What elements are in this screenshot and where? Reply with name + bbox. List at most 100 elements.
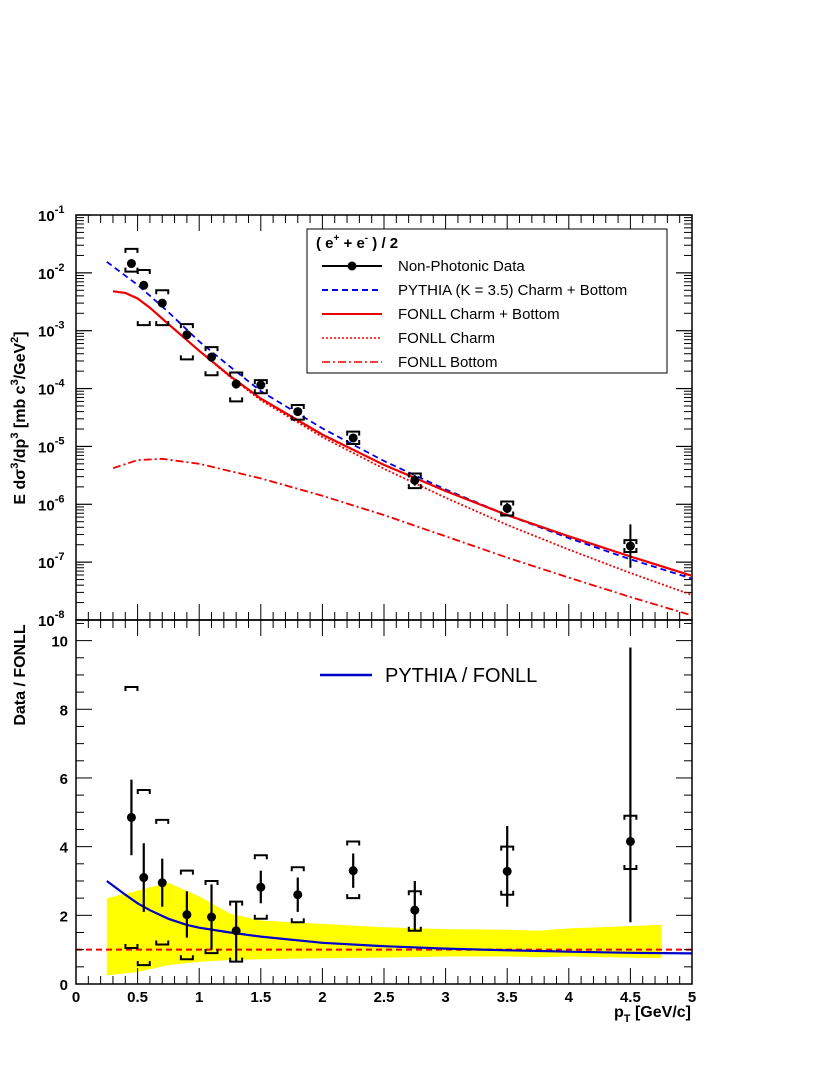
top-data-point	[139, 280, 149, 290]
bottom-sys-error-bracket	[204, 949, 219, 955]
bottom-data-point	[625, 836, 635, 846]
top-sys-error-bracket	[500, 511, 515, 517]
top-y-tick-label: 10-4	[38, 378, 65, 399]
top-sys-error-bracket	[290, 415, 305, 421]
bottom-x-tick-label: 2	[318, 989, 326, 1006]
top-sys-error-bracket	[136, 321, 151, 327]
bottom-x-tick-label: 2.5	[374, 989, 395, 1006]
top-sys-error-bracket	[229, 371, 244, 377]
top-sys-error-bracket	[136, 269, 151, 275]
x-axis-label: pT [GeV/c]	[614, 1004, 691, 1025]
bottom-y-tick-label: 6	[60, 771, 68, 788]
bottom-data-point	[502, 866, 512, 876]
bottom-sys-error-bracket	[229, 900, 244, 906]
bottom-sys-error-bracket	[124, 685, 139, 691]
top-y-tick-label: 10-7	[38, 551, 64, 572]
bottom-x-tick-label: 3	[441, 989, 449, 1006]
uncertainty-band	[106, 882, 662, 976]
bottom-sys-error-bracket	[155, 818, 170, 824]
top-sys-error-bracket	[155, 289, 170, 295]
top-sys-error-bracket	[346, 430, 361, 436]
top-y-tick-exponent: -4	[55, 378, 66, 390]
bottom-sys-error-bracket	[290, 866, 305, 872]
bottom-data-point	[126, 812, 136, 822]
top-y-tick-exponent: -8	[55, 609, 65, 621]
bottom-x-tick-label: 4	[565, 989, 574, 1006]
bottom-legend: PYTHIA / FONLL	[320, 665, 537, 687]
top-sys-error-bracket	[623, 547, 638, 553]
bottom-x-tick-label: 0.5	[127, 989, 148, 1006]
bottom-sys-error-bracket	[124, 943, 139, 949]
bottom-x-tick-label: 0	[72, 989, 80, 1006]
bottom-y-tick-label: 10	[51, 634, 68, 651]
top-y-tick-exponent: -5	[55, 435, 65, 447]
top-sys-error-bracket	[204, 371, 219, 377]
top-x-axis	[75, 215, 693, 620]
top-y-tick-base: 10	[38, 613, 55, 630]
top-data-point	[348, 433, 358, 443]
top-y-tick-base: 10	[38, 382, 55, 399]
top-data-point	[157, 298, 167, 308]
legend-entry-pythia-ratio: PYTHIA / FONLL	[385, 665, 537, 687]
top-y-tick-base: 10	[38, 555, 55, 572]
top-y-axis-label: E dσ3/dp3 [mb c3/GeV2]	[9, 331, 29, 504]
bottom-sys-error-bracket	[229, 957, 244, 963]
bottom-sys-error-bracket	[500, 890, 515, 896]
bottom-y-axis: 0 2 4 6 8 10	[51, 622, 692, 994]
bottom-sys-error-bracket	[253, 914, 268, 920]
top-sys-error-bracket	[155, 321, 170, 327]
top-sys-error-bracket	[179, 323, 194, 329]
bottom-sys-error-bracket	[407, 926, 422, 932]
bottom-data-point	[293, 890, 303, 900]
bottom-data-point	[182, 910, 192, 920]
bottom-data-point	[348, 866, 358, 876]
top-y-tick-label: 10-2	[38, 262, 64, 283]
top-legend-title: ( e+ + e- ) / 2	[316, 233, 398, 252]
top-sys-error-bracket	[179, 355, 194, 361]
top-y-tick-base: 10	[38, 439, 55, 456]
top-data-point	[207, 352, 217, 362]
bottom-sys-error-bracket	[623, 864, 638, 870]
bottom-sys-error-bracket	[179, 955, 194, 961]
bottom-sys-error-bracket	[155, 940, 170, 946]
legend-entry-fonll-total: FONLL Charm + Bottom	[398, 306, 560, 323]
top-sys-error-bracket	[253, 389, 268, 395]
top-data-point	[625, 541, 635, 551]
top-series-line-2	[112, 290, 693, 596]
bottom-y-tick-label: 0	[60, 977, 68, 994]
bottom-x-tick-label: 4.5	[620, 989, 641, 1006]
legend-swatch-data-marker	[347, 261, 357, 271]
top-data-point	[293, 407, 303, 417]
bottom-data-point	[139, 873, 149, 883]
bottom-y-tick-label: 8	[60, 702, 68, 719]
top-series-line-1	[112, 290, 693, 577]
top-series-line-0	[106, 261, 693, 580]
top-sys-error-bracket	[290, 404, 305, 410]
bottom-data-point	[231, 926, 241, 936]
top-legend: ( e+ + e- ) / 2 Non-Photonic Data PYTHIA…	[306, 228, 668, 374]
legend-entry-fonll-bottom: FONLL Bottom	[398, 354, 497, 371]
bottom-sys-error-bracket	[623, 814, 638, 820]
top-y-tick-base: 10	[38, 266, 55, 283]
bottom-sys-error-bracket	[136, 961, 151, 967]
top-y-tick-exponent: -3	[55, 320, 65, 332]
top-sys-error-bracket	[407, 472, 422, 478]
bottom-panel: 0 2 4 6 8 10 0 0.5 1 1.5 2 2.5 3 3.5 4 4.5 5 Data / FON…	[12, 619, 696, 1025]
top-y-tick-label: 10-6	[38, 493, 64, 514]
top-sys-error-bracket	[407, 484, 422, 490]
bottom-x-axis: 0 0.5 1 1.5 2 2.5 3 3.5 4 4.5 5	[72, 620, 696, 1006]
top-y-tick-label: 10-8	[38, 609, 64, 630]
top-y-tick-base: 10	[38, 324, 55, 341]
bottom-sys-error-bracket	[407, 890, 422, 896]
legend-entry-fonll-charm: FONLL Charm	[398, 330, 495, 347]
bottom-sys-error-bracket	[346, 894, 361, 900]
bottom-sys-error-bracket	[204, 879, 219, 885]
bottom-data-point	[207, 912, 217, 922]
top-sys-error-bracket	[500, 500, 515, 506]
bottom-sys-error-bracket	[500, 845, 515, 851]
bottom-data-point	[157, 878, 167, 888]
bottom-y-tick-label: 2	[60, 908, 68, 925]
top-y-tick-label: 10-1	[38, 204, 64, 225]
bottom-x-tick-label: 1	[195, 989, 203, 1006]
